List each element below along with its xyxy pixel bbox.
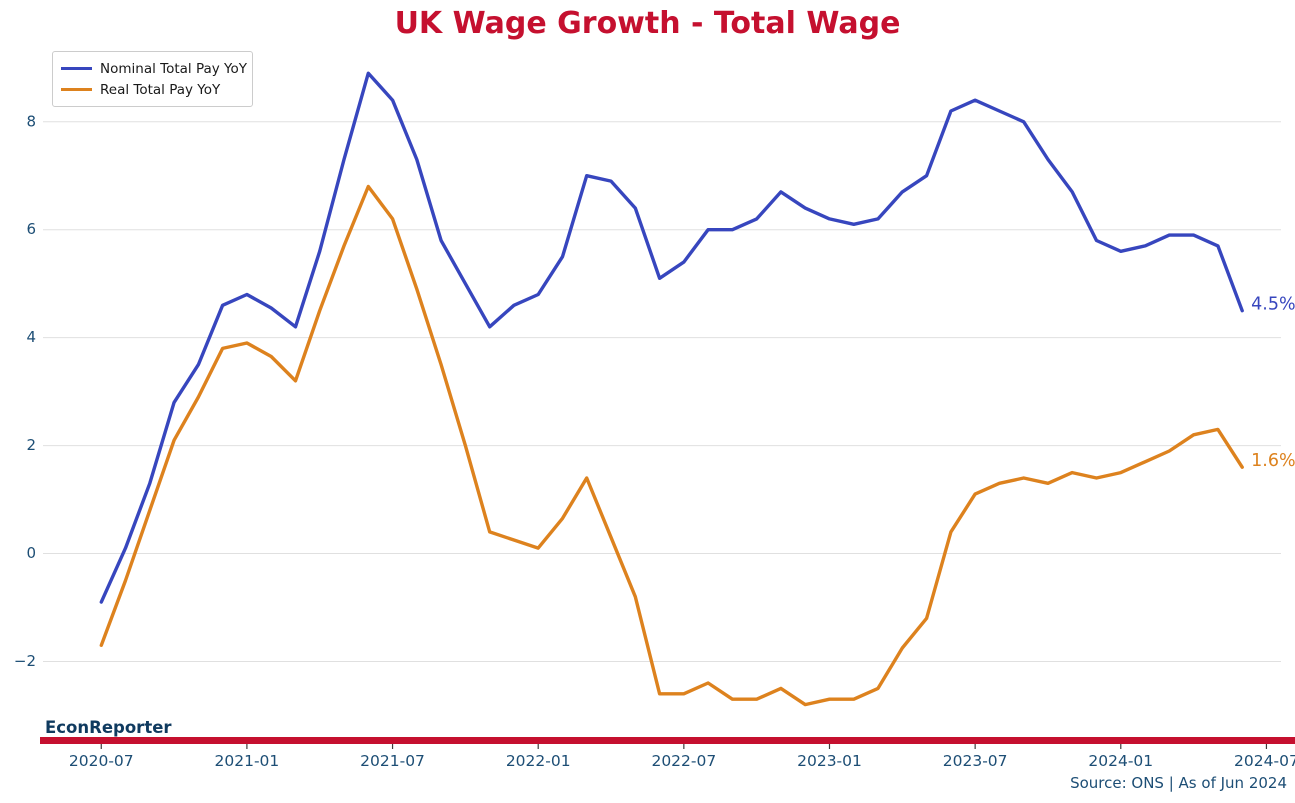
x-axis-tick-label: 2023-01 (797, 752, 862, 770)
real-end-value-label: 1.6% (1251, 451, 1295, 471)
y-axis-tick-label: 2 (26, 436, 36, 454)
y-axis-tick-label: 8 (26, 112, 36, 130)
y-axis-tick-label: 6 (26, 220, 36, 238)
econreporter-logo: EconReporter (45, 718, 172, 737)
legend-item-nominal: Nominal Total Pay YoY (59, 58, 247, 79)
x-axis-tick-label: 2023-07 (943, 752, 1008, 770)
x-axis-tick-label: 2021-01 (215, 752, 280, 770)
real-line-swatch-icon (61, 88, 92, 91)
legend-item-real: Real Total Pay YoY (59, 79, 244, 100)
real-pay-line (99, 184, 1244, 707)
y-axis-tick-label: 4 (26, 328, 36, 346)
y-axis-tick-label: −2 (14, 652, 36, 670)
source-note: Source: ONS | As of Jun 2024 (1070, 774, 1287, 792)
nominal-end-value-label: 4.5% (1251, 295, 1295, 315)
x-axis-tick-label: 2024-07 (1234, 752, 1295, 770)
x-axis-tick-label: 2021-07 (360, 752, 425, 770)
x-axis-tick-label: 2020-07 (69, 752, 134, 770)
legend-label-real: Real Total Pay YoY (100, 81, 221, 98)
nominal-pay-line (99, 71, 1244, 604)
chart-title: UK Wage Growth - Total Wage (394, 6, 901, 41)
x-axis-tick-label: 2024-01 (1088, 752, 1153, 770)
nominal-line-swatch-icon (61, 67, 92, 70)
x-axis-tick-label: 2022-01 (506, 752, 571, 770)
x-axis-tick-label: 2022-07 (651, 752, 716, 770)
chart-legend: Nominal Total Pay YoY Real Total Pay YoY (52, 51, 253, 107)
legend-label-nominal: Nominal Total Pay YoY (100, 60, 247, 77)
y-axis-tick-label: 0 (26, 544, 36, 562)
brand-accent-bar (40, 737, 1295, 744)
